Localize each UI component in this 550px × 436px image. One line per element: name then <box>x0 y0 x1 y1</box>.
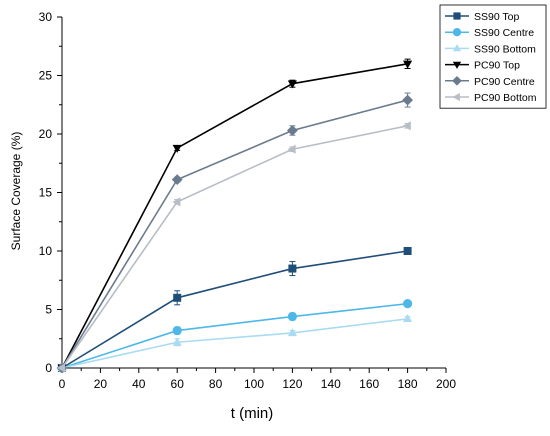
y-tick-label: 20 <box>39 127 53 141</box>
legend-marker <box>452 92 460 102</box>
x-tick-label: 100 <box>244 377 264 391</box>
series-pc90-centre <box>56 92 413 374</box>
series-line <box>61 63 408 369</box>
series-pc90-bottom <box>57 121 411 373</box>
data-point <box>287 144 296 154</box>
series-line <box>61 250 408 369</box>
legend-label: SS90 Bottom <box>474 43 536 55</box>
data-point <box>171 174 183 186</box>
y-axis-title: Surface Coverage (%) <box>9 132 23 251</box>
y-tick-label: 30 <box>39 10 53 24</box>
legend-marker <box>452 75 462 86</box>
series-line <box>61 302 408 369</box>
legend-item: PC90 Bottom <box>445 92 537 104</box>
x-tick-label: 60 <box>171 377 185 391</box>
data-point <box>403 60 413 69</box>
legend-marker <box>453 12 461 20</box>
data-point <box>287 125 298 136</box>
y-tick-label: 25 <box>39 69 53 83</box>
legend-item: SS90 Centre <box>445 27 534 39</box>
legend-item: SS90 Top <box>445 11 520 23</box>
data-point <box>403 247 412 255</box>
x-tick-label: 0 <box>59 377 66 391</box>
x-tick-label: 120 <box>282 377 302 391</box>
legend-box <box>439 4 547 109</box>
x-tick-label: 140 <box>321 377 341 391</box>
series-group <box>56 58 413 374</box>
data-point <box>172 325 182 336</box>
data-point <box>173 293 182 302</box>
series-line <box>61 318 408 369</box>
series-line <box>61 99 408 369</box>
x-tick-label: 160 <box>359 377 379 391</box>
legend-item: PC90 Centre <box>445 76 535 88</box>
y-tick-label: 10 <box>39 244 53 258</box>
x-axis-title: t (min) <box>231 405 274 422</box>
data-point <box>287 328 297 337</box>
data-point <box>57 363 66 373</box>
legend-label: PC90 Centre <box>474 76 535 88</box>
y-tick-label: 0 <box>45 361 52 375</box>
data-point <box>403 299 413 309</box>
axes: 0 20 40 60 80 100 120 140 160 180 200 0 5 10 15 20 25 30 <box>39 10 457 391</box>
data-point <box>288 264 297 273</box>
legend-marker <box>452 28 462 37</box>
legend-label: SS90 Centre <box>474 27 534 39</box>
series-pc90-top <box>57 58 413 373</box>
data-point <box>402 94 413 106</box>
legend-label: SS90 Top <box>474 11 520 23</box>
data-point <box>172 197 181 207</box>
data-point <box>287 80 297 89</box>
legend-marker <box>452 61 462 69</box>
legend-item: SS90 Bottom <box>445 43 536 55</box>
x-tick-label: 180 <box>398 377 418 391</box>
series-ss90-bottom <box>57 314 413 372</box>
y-tick-label: 15 <box>39 186 53 200</box>
x-tick-label: 200 <box>436 377 456 391</box>
y-tick-label: 5 <box>45 303 52 317</box>
x-tick-label: 20 <box>94 377 108 391</box>
data-point <box>402 121 411 131</box>
legend-label: PC90 Top <box>474 60 520 72</box>
legend-marker <box>452 44 462 52</box>
x-tick-label: 80 <box>209 377 223 391</box>
legend-item: PC90 Top <box>445 60 520 72</box>
series-line <box>61 125 408 369</box>
data-point <box>172 144 182 153</box>
x-tick-label: 40 <box>132 377 146 391</box>
data-point <box>172 337 182 346</box>
data-point <box>287 311 297 322</box>
data-point <box>403 314 413 323</box>
legend: SS90 Top SS90 Centre SS90 Bottom PC90 Top PC… <box>439 4 547 109</box>
legend-label: PC90 Bottom <box>474 92 537 104</box>
series-ss90-centre <box>57 299 413 373</box>
